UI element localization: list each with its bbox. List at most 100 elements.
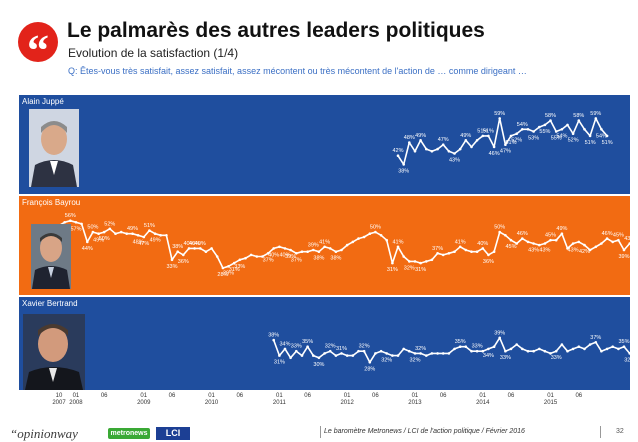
data-point [357, 349, 360, 353]
panel-francois-bayrou: 54%56%57%44%50%49%50%52%49%48%47%51%49%3… [19, 196, 630, 295]
data-point [396, 245, 400, 249]
data-label: 57% [70, 226, 81, 232]
data-point [475, 349, 479, 353]
data-label: 28% [217, 272, 228, 278]
data-point [425, 147, 428, 151]
footer-divider [320, 426, 321, 438]
data-point [436, 252, 439, 255]
data-label: 35% [302, 339, 313, 345]
data-point [504, 234, 507, 237]
data-point [345, 354, 349, 357]
data-label: 49% [415, 133, 426, 139]
data-point [583, 347, 586, 351]
data-point [447, 150, 451, 153]
data-point [176, 250, 179, 253]
data-point [295, 349, 298, 353]
data-point [526, 128, 530, 131]
data-point [538, 243, 541, 247]
data-point [560, 343, 564, 346]
data-point [351, 354, 355, 357]
data-point [532, 242, 535, 245]
data-point [272, 247, 275, 250]
data-point [159, 234, 162, 237]
opinionway-logo: “opinionway [10, 426, 78, 441]
data-label: 43% [624, 236, 630, 242]
data-label: 46% [602, 231, 613, 237]
portrait-francois-bayrou [31, 224, 71, 289]
data-point [583, 128, 586, 131]
panel-title-xavier-bertrand: Xavier Bertrand [22, 299, 78, 308]
data-point [549, 119, 552, 122]
data-point [571, 242, 575, 245]
data-label: 55% [539, 129, 550, 135]
data-label: 36% [483, 259, 494, 265]
data-label: 41% [455, 239, 466, 245]
data-point [526, 240, 530, 244]
data-point [317, 250, 321, 253]
data-point [278, 354, 281, 357]
footer-caption: Le baromètre Metronews / LCI de l'action… [324, 428, 525, 435]
data-point [142, 235, 146, 239]
data-point [521, 347, 524, 351]
data-label: 39% [308, 243, 319, 249]
data-label: 59% [590, 111, 601, 117]
data-point [300, 250, 304, 253]
data-point [594, 245, 598, 249]
data-point [554, 349, 558, 353]
x-tick-label: 06 [372, 393, 379, 399]
data-point [475, 250, 479, 253]
data-point [447, 252, 451, 255]
data-label: 33% [234, 264, 245, 270]
data-label: 38% [172, 244, 183, 250]
data-point [227, 265, 230, 268]
data-label: 59% [494, 111, 505, 117]
data-label: 40% [189, 241, 200, 247]
data-point [504, 143, 507, 146]
data-point [566, 349, 569, 353]
data-label: 45% [545, 233, 556, 239]
data-point [357, 237, 360, 240]
data-point [413, 260, 417, 263]
data-label: 58% [545, 113, 556, 119]
data-point [402, 347, 406, 351]
x-tick-label: 06 [507, 393, 515, 399]
data-point [509, 347, 513, 351]
data-point [204, 250, 208, 253]
panel-title-alain-juppe: Alain Juppé [22, 97, 64, 106]
data-label: 43% [449, 158, 460, 164]
data-point [543, 349, 547, 353]
x-tick-label: 10 2007 [52, 393, 66, 406]
data-label: 51% [505, 140, 516, 146]
data-label: 48% [133, 239, 144, 245]
data-point [295, 252, 298, 255]
data-label: 39% [494, 330, 505, 336]
data-point [300, 354, 304, 357]
data-point [80, 222, 83, 226]
lci-logo: LCI [156, 427, 190, 440]
page-subtitle: Evolution de la satisfaction (1/4) [68, 46, 239, 60]
data-point [594, 341, 598, 344]
data-point [458, 147, 462, 151]
data-point [312, 248, 315, 252]
data-label: 49% [127, 226, 138, 232]
data-point [266, 252, 270, 255]
panel-background [19, 95, 630, 194]
data-label: 58% [573, 113, 584, 119]
chart-xavier-bertrand: 38%31%34% 33%35%30%32% 31% 32%28%32% 32%32%3… [19, 297, 630, 390]
data-label: 32% [325, 344, 336, 350]
data-point [611, 345, 614, 348]
x-tick-label: 01 2011 [272, 393, 286, 406]
data-point [323, 352, 326, 355]
data-point [521, 237, 524, 240]
data-label: 37% [291, 257, 302, 263]
data-point [340, 248, 343, 252]
x-tick-label: 06 [168, 393, 176, 399]
data-point [221, 266, 225, 270]
data-point [600, 349, 603, 353]
data-point [283, 247, 287, 250]
data-label: 40% [183, 241, 194, 247]
footer-divider [600, 426, 601, 438]
data-point [498, 230, 502, 234]
data-point [430, 258, 434, 262]
data-point [148, 229, 151, 232]
